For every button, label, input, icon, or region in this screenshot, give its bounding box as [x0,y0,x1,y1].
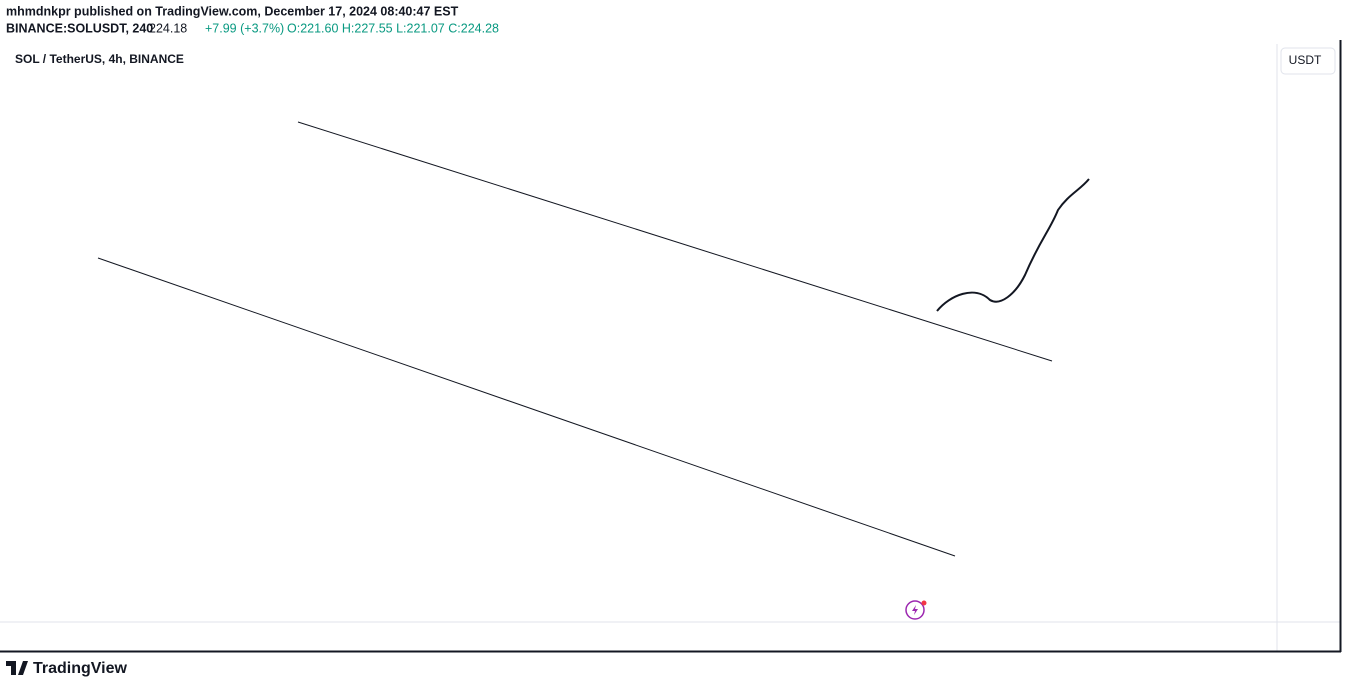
legend: SOL / TetherUS, 4h, BINANCE [15,52,184,66]
channel-lower [97,257,956,557]
change: +7.99 (+3.7%) [205,21,284,35]
logo-icon [6,661,28,675]
channel-upper [297,121,1053,362]
currency[interactable]: USDT [1289,53,1322,67]
symbol: BINANCE:SOLUSDT, 240 [6,21,153,35]
currency-button[interactable] [1280,47,1336,75]
publisher: mhmdnkpr published on TradingView.com, D… [6,4,459,18]
projection-curve [936,178,1090,312]
drawings [97,121,1090,557]
logo: TradingView [33,660,128,677]
ohlc: O:221.60 H:227.55 L:221.07 C:224.28 [287,21,499,35]
alert-icon[interactable] [905,600,927,620]
last: 224.18 [149,21,187,35]
